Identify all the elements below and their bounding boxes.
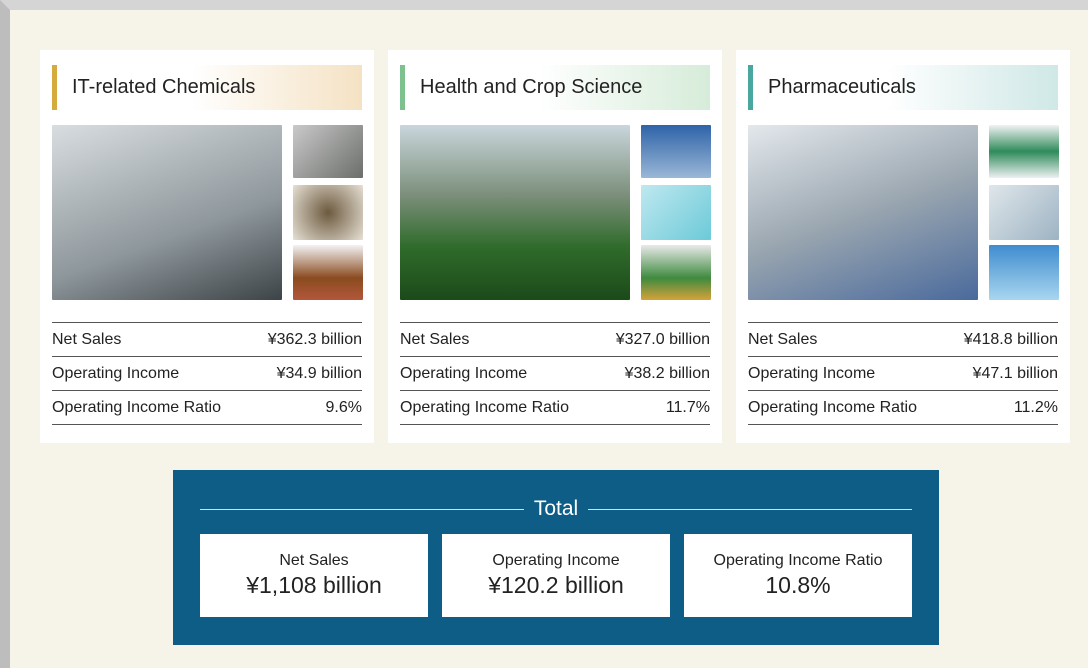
row-label: Operating Income: [748, 365, 875, 383]
segment-card: IT-related Chemicals Net Sales ¥362.3 bill…: [40, 50, 374, 443]
segment-card: Pharmaceuticals Net Sales ¥418.8 billion Op…: [736, 50, 1070, 443]
row-label: Net Sales: [52, 331, 121, 349]
row-value: ¥47.1 billion: [973, 365, 1058, 383]
page: Total Net Sales ¥1,108 billion Operating I…: [0, 0, 1088, 668]
row-value: 9.6%: [326, 399, 362, 417]
row-label: Net Sales: [400, 331, 469, 349]
accent-bar: [748, 65, 753, 110]
row-value: ¥34.9 billion: [277, 365, 362, 383]
total-panel: Total Net Sales ¥1,108 billion Operating I…: [173, 470, 939, 645]
total-label: Operating Income Ratio: [714, 552, 883, 570]
row-label: Operating Income Ratio: [52, 399, 221, 417]
total-value: 10.8%: [765, 572, 830, 599]
accent-bar: [400, 65, 405, 110]
data-row: Net Sales ¥418.8 billion: [748, 322, 1058, 356]
row-value: ¥38.2 billion: [625, 365, 710, 383]
segment-title: Health and Crop Science: [420, 76, 642, 99]
thumb-photo: [989, 125, 1059, 178]
data-row: Operating Income ¥34.9 billion: [52, 356, 362, 390]
thumb-photo: [989, 245, 1059, 300]
data-row: Operating Income ¥38.2 billion: [400, 356, 710, 390]
segment-header: IT-related Chemicals: [52, 65, 362, 110]
total-title: Total: [524, 497, 588, 521]
row-value: ¥418.8 billion: [964, 331, 1058, 349]
thumb-photo: [293, 245, 363, 300]
segment-header: Health and Crop Science: [400, 65, 710, 110]
total-label: Net Sales: [279, 552, 348, 570]
row-rule: [52, 424, 362, 425]
main-photo: [748, 125, 978, 300]
total-heading: Total: [200, 494, 912, 524]
data-row: Net Sales ¥327.0 billion: [400, 322, 710, 356]
row-value: 11.7%: [666, 399, 710, 417]
row-rule: [400, 424, 710, 425]
thumb-photo: [293, 185, 363, 240]
segment-title: IT-related Chemicals: [72, 76, 255, 99]
thumb-photo: [641, 185, 711, 240]
data-row: Operating Income Ratio 9.6%: [52, 390, 362, 424]
thumb-photo: [989, 185, 1059, 240]
row-value: ¥327.0 billion: [616, 331, 710, 349]
segment-title: Pharmaceuticals: [768, 76, 916, 99]
thumb-photo: [641, 245, 711, 300]
row-label: Net Sales: [748, 331, 817, 349]
data-row: Operating Income ¥47.1 billion: [748, 356, 1058, 390]
data-row: Net Sales ¥362.3 billion: [52, 322, 362, 356]
row-label: Operating Income Ratio: [748, 399, 917, 417]
main-photo: [52, 125, 282, 300]
accent-bar: [52, 65, 57, 110]
segment-header: Pharmaceuticals: [748, 65, 1058, 110]
main-photo: [400, 125, 630, 300]
row-label: Operating Income: [400, 365, 527, 383]
total-box: Net Sales ¥1,108 billion: [200, 534, 428, 617]
row-value: ¥362.3 billion: [268, 331, 362, 349]
data-row: Operating Income Ratio 11.2%: [748, 390, 1058, 424]
total-box: Operating Income ¥120.2 billion: [442, 534, 670, 617]
thumb-photo: [641, 125, 711, 178]
total-box: Operating Income Ratio 10.8%: [684, 534, 912, 617]
row-value: 11.2%: [1014, 399, 1058, 417]
total-value: ¥120.2 billion: [488, 572, 624, 599]
segment-card: Health and Crop Science Net Sales ¥327.0 b…: [388, 50, 722, 443]
total-label: Operating Income: [492, 552, 619, 570]
row-label: Operating Income: [52, 365, 179, 383]
thumb-photo: [293, 125, 363, 178]
row-rule: [748, 424, 1058, 425]
row-label: Operating Income Ratio: [400, 399, 569, 417]
total-value: ¥1,108 billion: [246, 572, 382, 599]
data-row: Operating Income Ratio 11.7%: [400, 390, 710, 424]
